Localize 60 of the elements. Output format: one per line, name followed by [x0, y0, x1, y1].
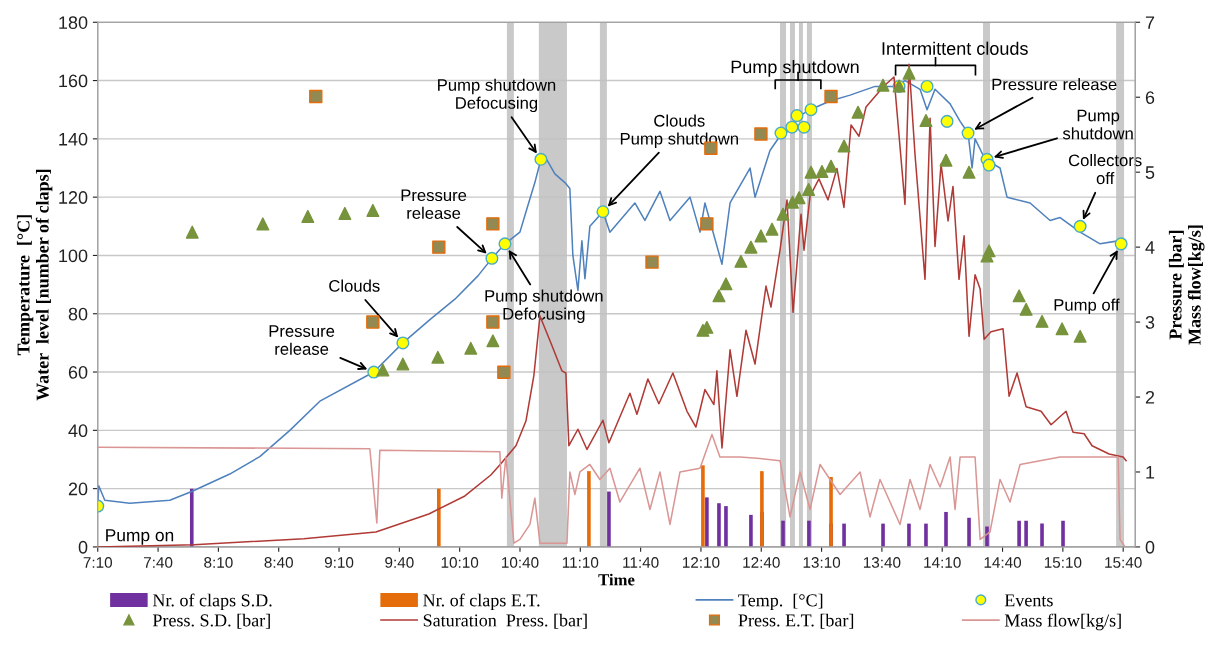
legend-label: Nr. of claps S.D.	[152, 593, 272, 611]
x-tick-label: 15:40	[1105, 557, 1142, 568]
x-tick-label: 12:10	[683, 557, 720, 568]
legend-label: Nr. of claps E.T.	[423, 593, 540, 611]
x-tick-label: 14:10	[924, 557, 961, 568]
x-tick-label: 10:10	[441, 557, 479, 568]
x-tick-label: 12:40	[743, 557, 780, 568]
annotation: Pressure release	[401, 189, 467, 220]
x-tick-label: 13:10	[803, 557, 841, 568]
legend-label: Press. S.D. [bar]	[152, 613, 270, 629]
x-tick-label: 14:40	[984, 557, 1022, 568]
y2-tick-label: 2	[1145, 390, 1155, 404]
y2-tick-label: 3	[1145, 316, 1155, 329]
x-tick-label: 11:40	[623, 557, 659, 568]
y-tick-label: 20	[68, 482, 88, 496]
y2-tick-label: 4	[1145, 241, 1155, 254]
y-tick-label: 100	[59, 249, 88, 263]
legend-label: Saturation Press. [bar]	[423, 613, 587, 629]
x-tick-label: 8:40	[264, 557, 293, 568]
x-tick-label: 11:10	[562, 557, 599, 568]
annotation: Pressure release	[269, 325, 335, 355]
legend-label: Press. E.T. [bar]	[738, 613, 854, 629]
x-tick-label: 13:40	[863, 557, 901, 568]
y-tick-label: 0	[78, 540, 88, 554]
y-tick-label: 40	[68, 424, 88, 438]
annotation: Clouds Pump shutdown	[620, 114, 738, 148]
y-tick-label: 180	[59, 16, 88, 29]
x-tick-label: 7:10	[83, 557, 113, 568]
y2-tick-label: 5	[1145, 166, 1155, 179]
x-tick-label: 9:10	[324, 557, 354, 568]
annotation: Pump shutdown	[1062, 109, 1133, 140]
annotation: Pressure release	[992, 78, 1117, 91]
annotation: Intermittent clouds	[882, 41, 1028, 55]
y-tick-label: 120	[59, 191, 88, 204]
y2-tick-label: 6	[1145, 91, 1155, 104]
x-tick-label: 15:10	[1044, 557, 1082, 568]
annotation: Pump on	[106, 529, 174, 545]
annotation: Pump shutdown	[731, 60, 859, 77]
annotation: Pump off	[1054, 298, 1120, 315]
y-tick-label: 140	[59, 132, 88, 146]
annotation: Collectors off	[1068, 154, 1142, 185]
y2-tick-label: 1	[1146, 466, 1155, 479]
annotation: Pump shutdown Defocusing	[485, 289, 603, 324]
y2-tick-label: 0	[1145, 540, 1155, 554]
x-tick-label: 8:10	[204, 557, 233, 568]
x-tick-label: 9:40	[385, 557, 414, 568]
y-tick-label: 160	[59, 74, 88, 88]
legend-label: Mass flow[kg/s]	[1004, 613, 1121, 631]
y2-axis-title: Pressure [bar] Mass flow[kg/s]	[1168, 225, 1205, 345]
legend-label: Temp. [°C]	[738, 593, 823, 611]
annotation: Pump shutdown Defocusing	[438, 78, 556, 113]
y-axis-title: Temperature [°C] Water level [number of claps]	[16, 169, 53, 401]
annotation: Clouds	[329, 279, 380, 292]
y2-tick-label: 7	[1145, 16, 1155, 29]
x-axis-title: Time	[598, 573, 635, 586]
x-tick-label: 10:40	[502, 557, 539, 568]
x-tick-label: 7:40	[144, 557, 173, 568]
legend-label: Events	[1004, 594, 1053, 607]
y-tick-label: 60	[68, 365, 88, 379]
y-tick-label: 80	[68, 307, 88, 321]
